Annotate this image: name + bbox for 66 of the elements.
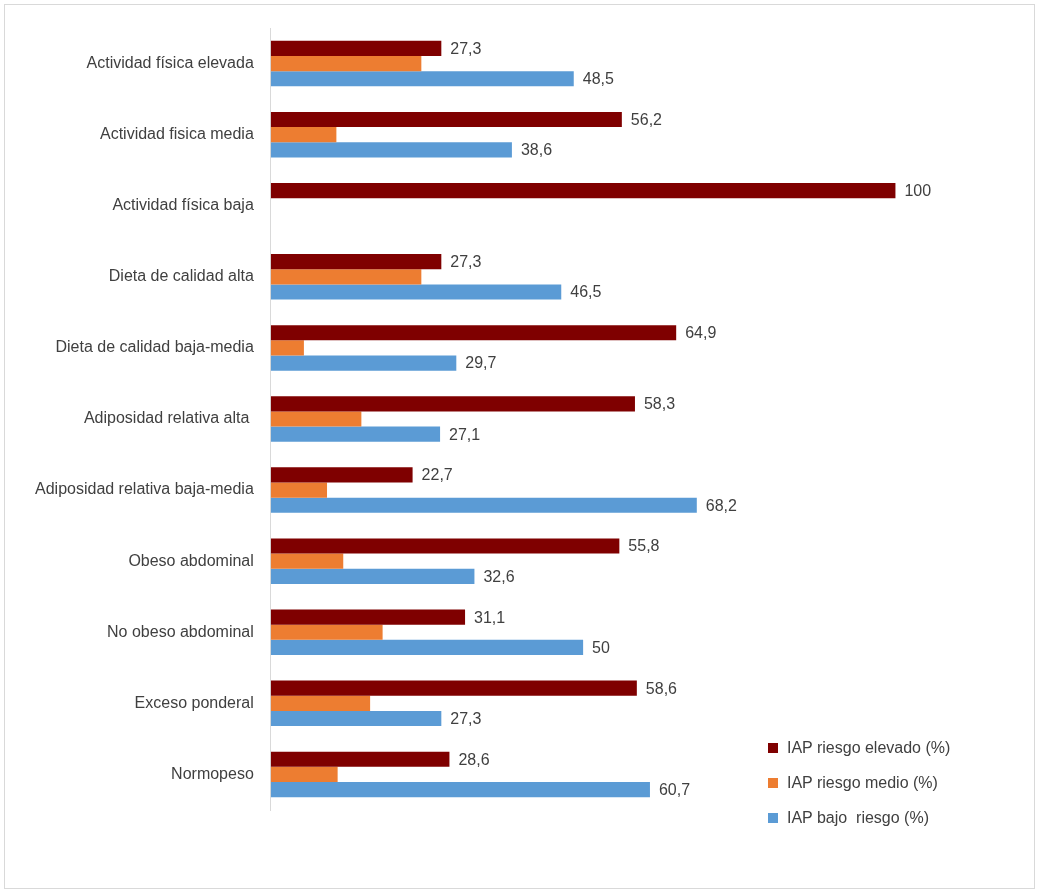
bar: [270, 182, 896, 199]
data-label: 22,7: [421, 466, 453, 484]
y-tick-label: Adiposidad relativa baja-media: [35, 480, 254, 498]
data-label: 55,8: [628, 537, 660, 555]
y-tick-label: Adiposidad relativa alta: [83, 409, 254, 427]
data-label: 50: [592, 638, 611, 656]
bar: [270, 111, 622, 128]
bar: [270, 40, 442, 56]
y-tick-label: Actividad fisica media: [99, 125, 254, 143]
data-label: 27,3: [450, 39, 482, 57]
bar: [270, 71, 574, 87]
data-label: 64,9: [685, 324, 717, 342]
data-label: 28,6: [458, 750, 490, 768]
bar: [270, 695, 371, 711]
data-label: 27,3: [450, 709, 482, 727]
bar: [270, 710, 442, 727]
y-tick-label: Normopeso: [171, 764, 254, 782]
data-label: 48,5: [582, 70, 614, 88]
bar: [270, 411, 362, 427]
data-label: 46,5: [570, 283, 602, 301]
data-label: 100: [904, 181, 932, 199]
bar: [270, 497, 697, 513]
bar: [270, 639, 584, 656]
bar: [270, 751, 450, 767]
bar: [270, 624, 383, 640]
bar: [270, 553, 344, 569]
bar: [270, 568, 475, 584]
y-tick-label: Dieta de calidad alta: [108, 267, 254, 285]
data-label: 56,2: [630, 110, 663, 128]
bar: [270, 467, 413, 483]
bar: [270, 766, 338, 783]
bar: [270, 142, 512, 158]
bar: [270, 680, 637, 696]
bar: [270, 609, 466, 625]
data-label: 31,1: [474, 608, 506, 626]
bar: [270, 355, 457, 371]
y-tick-label: Actividad física baja: [112, 196, 254, 214]
y-tick-label: Actividad física elevada: [86, 53, 254, 71]
bar: [270, 284, 562, 300]
data-label: 60,7: [658, 781, 691, 799]
data-label: 68,2: [705, 496, 738, 514]
bar: [270, 482, 328, 498]
data-label: 29,7: [465, 354, 497, 372]
bar: [270, 340, 304, 356]
legend-label: IAP riesgo medio (%): [787, 773, 938, 792]
bar: [270, 254, 442, 270]
bar: [270, 426, 441, 442]
data-label: 27,1: [449, 425, 481, 443]
data-label: 27,3: [450, 253, 482, 271]
legend-label: IAP riesgo elevado (%): [787, 738, 951, 757]
bar: [270, 127, 337, 143]
bar: [270, 55, 422, 72]
y-tick-label: Obeso abdominal: [128, 551, 254, 569]
bar: [270, 538, 620, 554]
data-label: 38,6: [520, 141, 553, 159]
bar: [270, 269, 422, 285]
y-tick-label: Exceso ponderal: [134, 693, 254, 711]
data-label: 32,6: [483, 567, 515, 585]
data-label: 58,6: [645, 679, 678, 697]
bar: [270, 782, 650, 798]
y-tick-label: Dieta de calidad baja-media: [55, 338, 254, 356]
legend-label: IAP bajo riesgo (%): [787, 808, 929, 827]
data-label: 58,3: [643, 395, 676, 413]
bar: [270, 325, 677, 341]
bar: [270, 396, 635, 412]
y-tick-label: No obeso abdominal: [107, 622, 254, 640]
